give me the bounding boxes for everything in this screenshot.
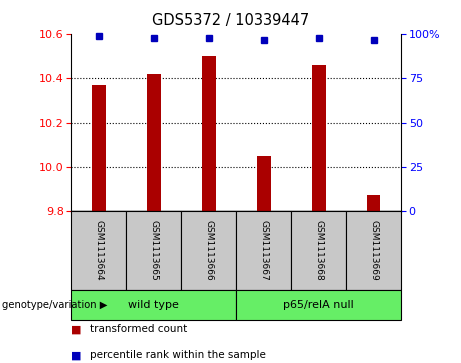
Bar <box>312 65 325 211</box>
Bar <box>202 57 216 211</box>
Text: ■: ■ <box>71 350 82 360</box>
Text: GSM1113666: GSM1113666 <box>204 220 213 281</box>
Text: p65/relA null: p65/relA null <box>284 300 354 310</box>
Text: genotype/variation ▶: genotype/variation ▶ <box>2 300 108 310</box>
Bar <box>147 74 161 211</box>
Bar <box>367 195 380 211</box>
Text: transformed count: transformed count <box>90 324 187 334</box>
Text: wild type: wild type <box>129 300 179 310</box>
Bar <box>92 85 106 211</box>
Text: GSM1113665: GSM1113665 <box>149 220 159 281</box>
Text: GSM1113664: GSM1113664 <box>95 220 103 281</box>
Text: GSM1113668: GSM1113668 <box>314 220 323 281</box>
Text: GDS5372 / 10339447: GDS5372 / 10339447 <box>152 13 309 28</box>
Bar <box>257 155 271 211</box>
Text: GSM1113669: GSM1113669 <box>369 220 378 281</box>
Text: GSM1113667: GSM1113667 <box>259 220 268 281</box>
Text: percentile rank within the sample: percentile rank within the sample <box>90 350 266 360</box>
Text: ■: ■ <box>71 324 82 334</box>
